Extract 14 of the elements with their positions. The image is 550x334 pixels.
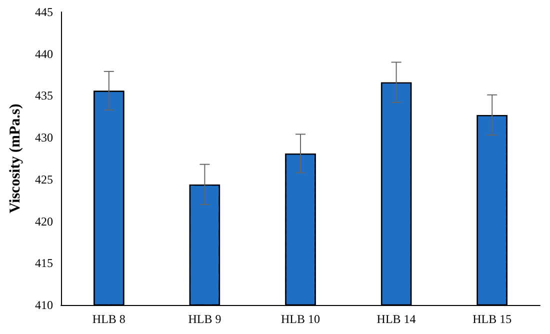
y-tick-label: 415 [35, 256, 53, 270]
x-tick-label: HLB 8 [92, 312, 126, 326]
x-tick-label: HLB 14 [376, 312, 416, 326]
y-axis-title: Viscosity (mPa.s) [8, 104, 24, 214]
y-tick-label: 435 [35, 88, 53, 103]
x-tick-label: HLB 15 [472, 312, 512, 326]
y-tick-label: 445 [35, 5, 53, 19]
y-tick-label: 410 [35, 298, 53, 312]
y-tick-label: 420 [35, 214, 53, 228]
y-tick-label: 430 [35, 130, 53, 145]
x-tick-label: HLB 9 [188, 312, 222, 326]
y-tick-label: 440 [35, 46, 53, 61]
y-tick-label: 425 [35, 172, 53, 186]
x-tick-label: HLB 10 [281, 312, 320, 326]
